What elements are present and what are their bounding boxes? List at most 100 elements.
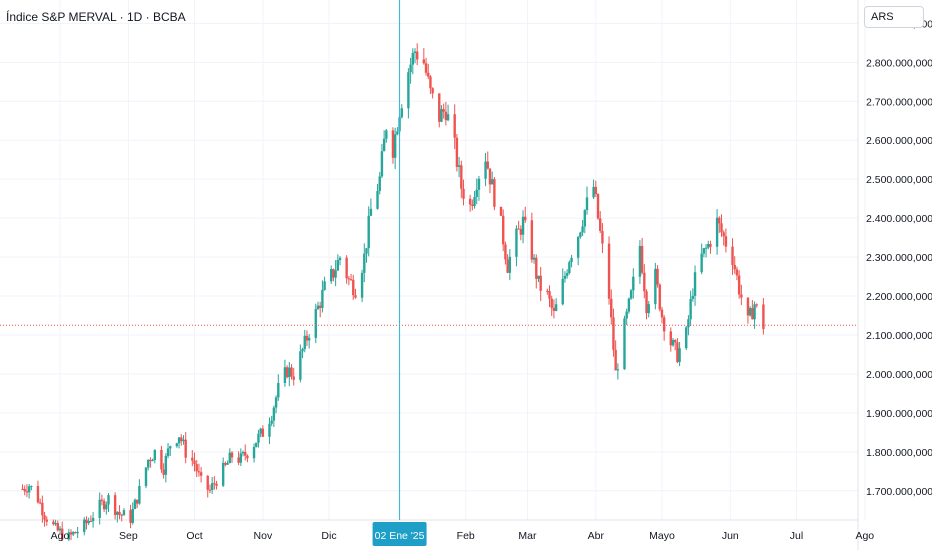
candle-body — [100, 499, 104, 501]
candle — [122, 508, 126, 516]
candle — [751, 300, 754, 320]
candle — [160, 445, 163, 473]
candle-body — [658, 284, 661, 310]
candle — [98, 492, 101, 525]
candle-body — [347, 278, 351, 280]
grid-lines — [0, 0, 866, 550]
candle — [133, 498, 137, 510]
candle-body — [576, 236, 580, 258]
candle-body — [27, 486, 31, 493]
candle-body — [175, 443, 179, 447]
candle-body — [195, 464, 198, 472]
candle — [89, 515, 93, 523]
candle-body — [693, 272, 697, 296]
candle — [261, 425, 265, 438]
candle-body — [213, 483, 216, 485]
candle — [645, 289, 648, 320]
candle — [444, 101, 448, 126]
candle-body — [702, 248, 706, 254]
candle — [72, 531, 75, 537]
candle — [307, 334, 311, 349]
candle — [601, 223, 604, 254]
time-tick-label: Oct — [186, 530, 202, 542]
candle — [352, 274, 355, 300]
candle — [228, 448, 231, 464]
candle — [735, 266, 739, 281]
candle-body — [166, 448, 170, 456]
candle-body — [133, 499, 137, 509]
candle-body — [228, 452, 231, 464]
candle-body — [74, 532, 77, 534]
candle — [561, 268, 564, 306]
candle — [301, 347, 304, 359]
candle-body — [660, 309, 664, 318]
candle-body — [23, 488, 26, 492]
candle-body — [691, 295, 695, 299]
candle — [422, 48, 426, 65]
candle — [548, 285, 551, 308]
candle-body — [246, 455, 249, 459]
candle — [195, 460, 198, 478]
candle-body — [382, 138, 386, 152]
candle-body — [182, 439, 185, 442]
candle-body — [149, 459, 152, 462]
candle-body — [76, 532, 79, 534]
currency-button[interactable]: ARS — [864, 6, 924, 28]
candle — [354, 288, 357, 299]
candle — [360, 269, 364, 303]
candle-body — [83, 519, 86, 533]
candle — [382, 130, 386, 152]
candle — [144, 467, 148, 489]
candle-body — [407, 72, 410, 109]
candle — [731, 238, 734, 275]
candle-body — [673, 340, 677, 343]
candle-body — [477, 178, 481, 190]
candle-body — [532, 257, 536, 260]
candle-body — [197, 471, 201, 473]
candle — [345, 255, 348, 284]
candle — [224, 461, 227, 467]
candle — [656, 265, 659, 288]
candle — [107, 493, 110, 513]
candle-body — [241, 451, 245, 454]
time-axis[interactable]: Ago Sep Oct Nov Dic Feb Mar Abr Mayo Jun Jul Ago 02 … — [51, 522, 875, 546]
candle — [369, 198, 373, 217]
candle-body — [61, 528, 64, 540]
candle — [416, 43, 419, 66]
candle-body — [656, 268, 659, 285]
candle-body — [737, 275, 741, 295]
candle-body — [552, 307, 556, 311]
chart-title: Índice S&P MERVAL · 1D · BCBA — [6, 10, 186, 24]
candle — [182, 435, 185, 445]
candle-body — [162, 469, 165, 475]
candle-body — [724, 236, 728, 247]
candle-body — [709, 244, 712, 247]
candle — [554, 298, 558, 312]
candle — [396, 127, 399, 136]
candle — [193, 452, 196, 472]
candle — [83, 517, 86, 536]
candle-body — [180, 437, 183, 442]
candle — [334, 260, 337, 287]
price-tick-label: 2.000.000,000 — [866, 369, 932, 381]
candle — [226, 460, 229, 465]
candle-body — [493, 179, 496, 207]
candle-body — [38, 502, 42, 504]
candle-body — [568, 262, 571, 274]
candle — [407, 68, 410, 119]
candle-body — [685, 327, 688, 349]
candle-body — [376, 191, 379, 209]
candle-body — [614, 349, 617, 371]
candle-body — [365, 248, 368, 254]
candle — [61, 521, 64, 542]
price-axis[interactable]: 2.900.000,0002.800.000,0002.700.000,0002… — [866, 18, 932, 497]
candle — [585, 186, 589, 215]
candle — [363, 243, 366, 283]
candle — [257, 429, 260, 448]
candle-body — [427, 72, 430, 77]
candle — [546, 288, 549, 295]
candle-body — [502, 215, 505, 245]
candle — [539, 267, 542, 301]
candle-body — [25, 491, 29, 493]
